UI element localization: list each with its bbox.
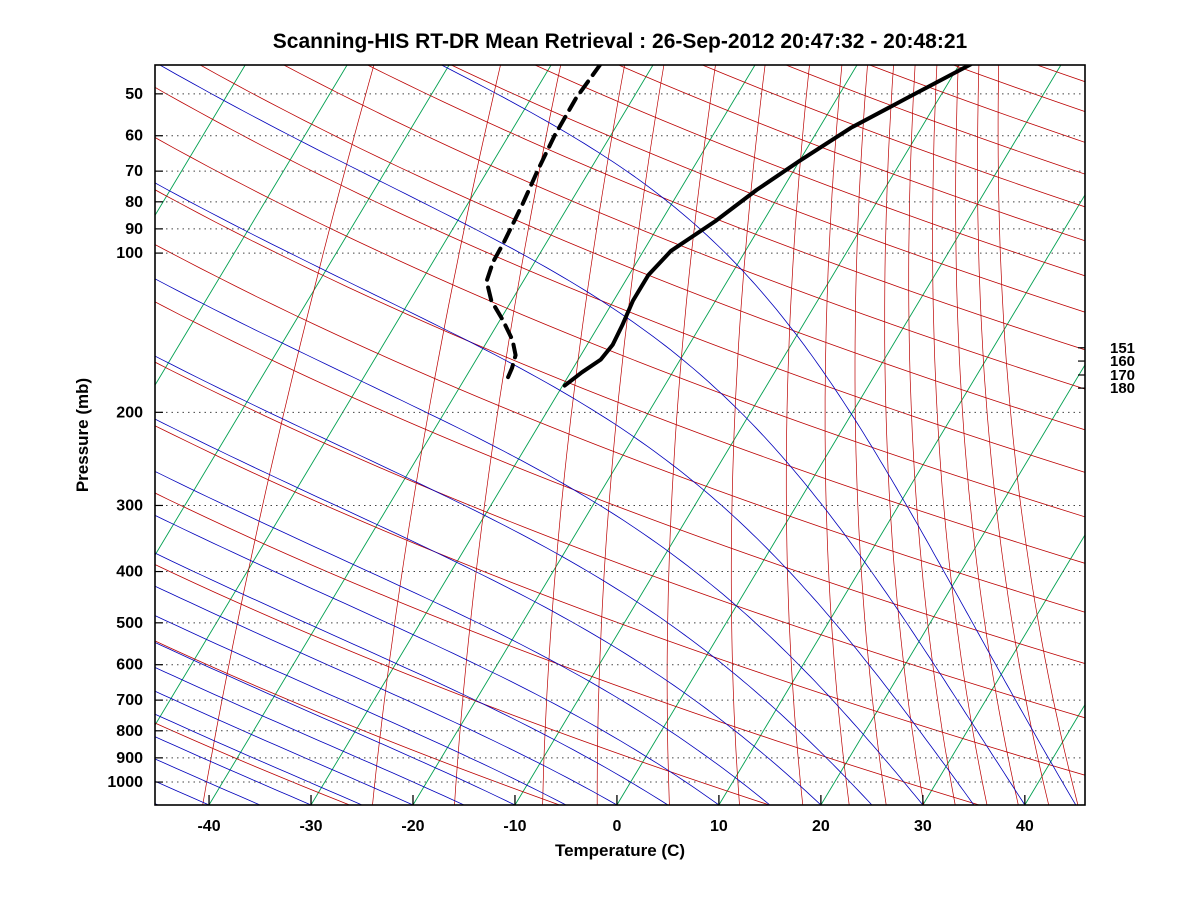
- dry-adiabat-lines: [155, 65, 1085, 805]
- x-axis-label: Temperature (C): [555, 841, 685, 860]
- temp-tick-label: 10: [710, 818, 728, 835]
- pressure-tick-label: 500: [116, 615, 143, 632]
- temp-tick-label: -30: [299, 818, 322, 835]
- pressure-tick-label: 80: [125, 194, 143, 211]
- temp-tick-label: 0: [612, 818, 621, 835]
- pressure-tick-label: 200: [116, 404, 143, 421]
- pressure-tick-label: 90: [125, 221, 143, 238]
- isobar-gridlines: [155, 93, 1085, 805]
- pressure-tick-label: 50: [125, 86, 143, 103]
- temp-tick-label: 30: [914, 818, 932, 835]
- retrieved-profiles: [484, 65, 973, 388]
- pressure-tick-label: 100: [116, 245, 143, 262]
- right-pressure-label: 160: [1110, 353, 1135, 370]
- temp-tick-label: -40: [197, 818, 220, 835]
- pressure-tick-label: 300: [116, 497, 143, 514]
- right-pressure-label: 180: [1110, 380, 1135, 397]
- y-axis-label: Pressure (mb): [73, 378, 92, 492]
- pressure-tick-label: 600: [116, 657, 143, 674]
- pressure-tick-label: 1000: [107, 774, 143, 791]
- background-line-families: [155, 65, 1085, 805]
- temperature-profile-line: [562, 65, 973, 388]
- temp-tick-label: -20: [401, 818, 424, 835]
- chart-title: Scanning-HIS RT-DR Mean Retrieval : 26-S…: [273, 30, 968, 53]
- right-pressure-label: 151: [1110, 340, 1135, 357]
- isotherm-lines: [155, 65, 1085, 805]
- temp-tick-label: 40: [1016, 818, 1034, 835]
- temp-tick-label: -10: [503, 818, 526, 835]
- right-pressure-label: 170: [1110, 367, 1135, 384]
- pressure-tick-label: 900: [116, 750, 143, 767]
- temp-tick-label: 20: [812, 818, 830, 835]
- pressure-tick-label: 700: [116, 692, 143, 709]
- pressure-tick-label: 800: [116, 723, 143, 740]
- plot-frame: [154, 64, 1086, 806]
- dewpoint-profile-line: [484, 65, 603, 383]
- pressure-tick-label: 70: [125, 163, 143, 180]
- plot-area: 5060708090100200300400500600700800900100…: [107, 64, 1135, 835]
- pressure-tick-label: 400: [116, 564, 143, 581]
- pressure-tick-label: 60: [125, 128, 143, 145]
- moist-adiabat-lines: [155, 65, 1077, 805]
